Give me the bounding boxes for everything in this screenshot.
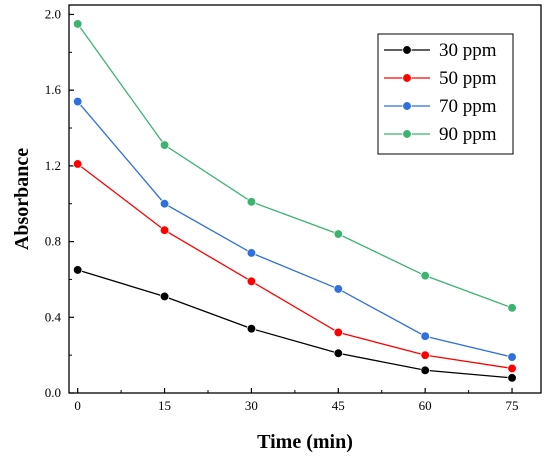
- legend: 30 ppm 50 ppm 70 ppm 90 ppm: [377, 33, 514, 155]
- series-30-ppm: [73, 265, 517, 383]
- legend-label: 90 ppm: [439, 124, 497, 145]
- data-point: [159, 225, 170, 235]
- data-point: [159, 291, 170, 302]
- x-tick-label: 30: [245, 398, 258, 413]
- legend-label: 30 ppm: [439, 40, 497, 61]
- legend-marker: [402, 73, 412, 83]
- legend-label: 50 ppm: [439, 68, 497, 89]
- y-tick-label: 0.4: [45, 309, 62, 324]
- y-tick-label: 0.0: [45, 385, 61, 400]
- legend-label: 70 ppm: [439, 96, 497, 117]
- data-point: [73, 96, 83, 107]
- series-line: [77, 23, 513, 309]
- series-line: [77, 269, 513, 379]
- data-point: [507, 303, 517, 313]
- legend-entry: 30 ppm: [384, 40, 497, 61]
- legend-marker: [402, 129, 412, 139]
- x-axis-title: Time (min): [257, 431, 353, 453]
- data-point: [246, 276, 257, 286]
- y-axis-title: Absorbance: [11, 148, 33, 250]
- x-tick-label: 15: [158, 398, 171, 413]
- data-point: [420, 365, 430, 375]
- data-point: [333, 327, 343, 338]
- data-point: [159, 140, 170, 150]
- series-layer: [73, 19, 517, 383]
- y-tick-label: 0.8: [45, 234, 61, 249]
- x-tick-label: 60: [419, 398, 432, 413]
- plot-frame: [68, 4, 542, 394]
- data-point: [507, 363, 517, 374]
- data-point: [333, 348, 343, 358]
- data-point: [159, 199, 170, 209]
- axis-ticks: 0 15 30 45 60 75 0.0 0.4 0.8 1.2 1.6 2.0: [45, 6, 519, 413]
- data-point: [73, 159, 83, 169]
- data-point: [507, 373, 517, 383]
- x-tick-label: 45: [332, 398, 345, 413]
- data-point: [246, 248, 257, 258]
- data-point: [73, 19, 83, 29]
- legend-marker: [402, 101, 412, 111]
- y-tick-label: 1.2: [45, 158, 61, 173]
- legend-entry: 90 ppm: [384, 124, 497, 145]
- data-point: [73, 265, 83, 275]
- series-50-ppm: [73, 159, 517, 374]
- x-tick-label: 0: [74, 398, 81, 413]
- data-point: [246, 197, 257, 207]
- legend-marker: [402, 45, 412, 55]
- y-tick-label: 1.6: [45, 82, 62, 97]
- data-point: [507, 352, 517, 362]
- data-point: [420, 350, 430, 360]
- series-90-ppm: [73, 19, 517, 313]
- data-point: [420, 331, 430, 341]
- data-point: [420, 271, 430, 281]
- data-point: [246, 323, 257, 334]
- series-line: [77, 163, 513, 370]
- series-70-ppm: [73, 96, 517, 362]
- series-line: [77, 101, 513, 358]
- data-point: [333, 229, 343, 239]
- y-tick-label: 2.0: [45, 6, 61, 21]
- legend-entry: 70 ppm: [384, 96, 497, 117]
- data-point: [333, 284, 343, 294]
- x-tick-label: 75: [506, 398, 519, 413]
- legend-entry: 50 ppm: [384, 68, 497, 89]
